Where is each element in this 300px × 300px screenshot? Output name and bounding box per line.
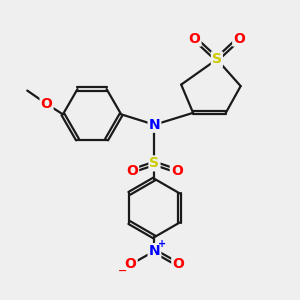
Text: O: O <box>233 32 245 46</box>
Text: O: O <box>40 97 52 111</box>
Text: N: N <box>148 244 160 258</box>
Text: O: O <box>189 32 200 46</box>
Text: N: N <box>148 118 160 132</box>
Text: +: + <box>158 239 166 249</box>
Text: O: O <box>126 164 138 178</box>
Text: O: O <box>171 164 183 178</box>
Text: −: − <box>118 266 127 276</box>
Text: S: S <box>212 52 222 66</box>
Text: O: O <box>172 257 184 272</box>
Text: S: S <box>149 156 160 170</box>
Text: O: O <box>125 257 136 272</box>
